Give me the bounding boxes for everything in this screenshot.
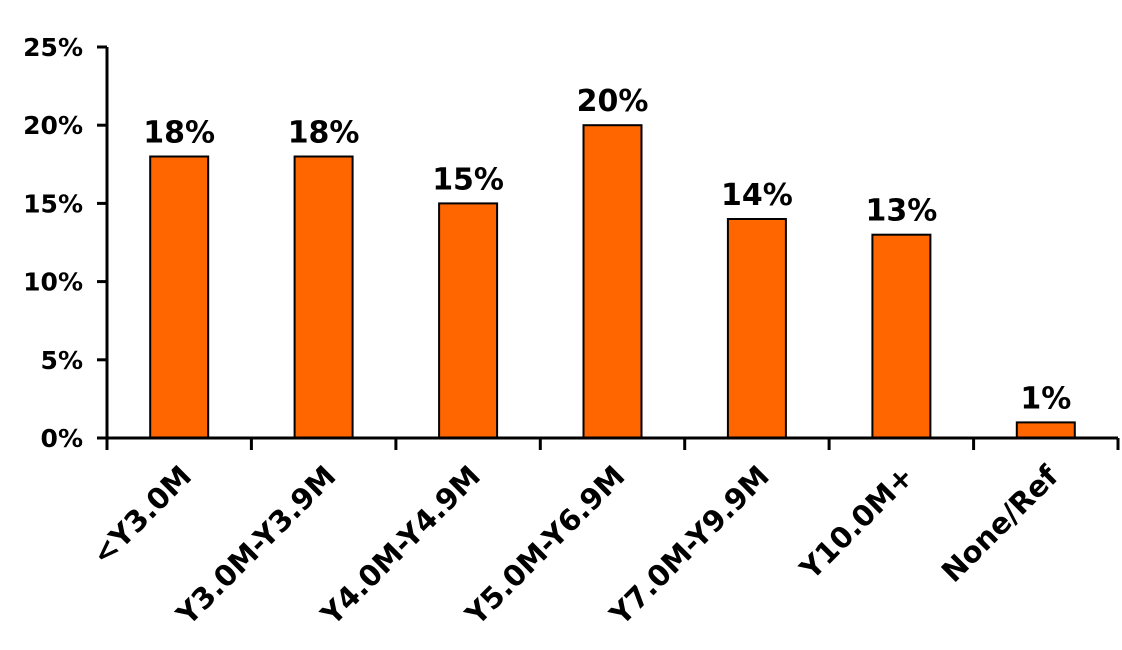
x-tick-label-5: Y10.0M+	[793, 459, 921, 587]
x-tick-label-0: <Y3.0M	[85, 459, 198, 572]
data-label-4: 14%	[721, 178, 793, 213]
x-tick-label-6: None/Ref	[935, 459, 1065, 589]
y-axis-ticks: 0% 5% 10% 15% 20% 25%	[23, 33, 107, 453]
y-tick-label-1: 5%	[41, 346, 83, 375]
bar-2	[438, 202, 499, 439]
y-tick-label-0: 0%	[41, 424, 83, 453]
data-label-0: 18%	[143, 116, 215, 151]
data-labels: 18% 18% 15% 20% 14% 13% 1%	[143, 84, 1071, 416]
data-label-3: 20%	[577, 84, 649, 119]
y-tick-label-3: 15%	[23, 189, 83, 218]
data-label-6: 1%	[1020, 381, 1071, 416]
data-label-5: 13%	[865, 194, 937, 229]
y-tick-label-4: 20%	[23, 111, 83, 140]
bar-6	[1015, 421, 1076, 439]
bars	[149, 124, 1076, 439]
bar-1	[293, 155, 354, 439]
data-label-1: 18%	[288, 116, 360, 151]
bar-3	[582, 124, 643, 439]
bar-0	[149, 155, 210, 439]
bar-4	[726, 218, 787, 439]
x-axis-ticks: <Y3.0MY3.0M-Y3.9MY4.0M-Y4.9MY5.0M-Y6.9MY…	[85, 438, 1120, 632]
axes	[97, 47, 1118, 440]
data-label-2: 15%	[432, 162, 504, 197]
y-tick-label-2: 10%	[23, 268, 83, 297]
y-tick-label-5: 25%	[23, 33, 83, 62]
bar-5	[871, 233, 932, 439]
